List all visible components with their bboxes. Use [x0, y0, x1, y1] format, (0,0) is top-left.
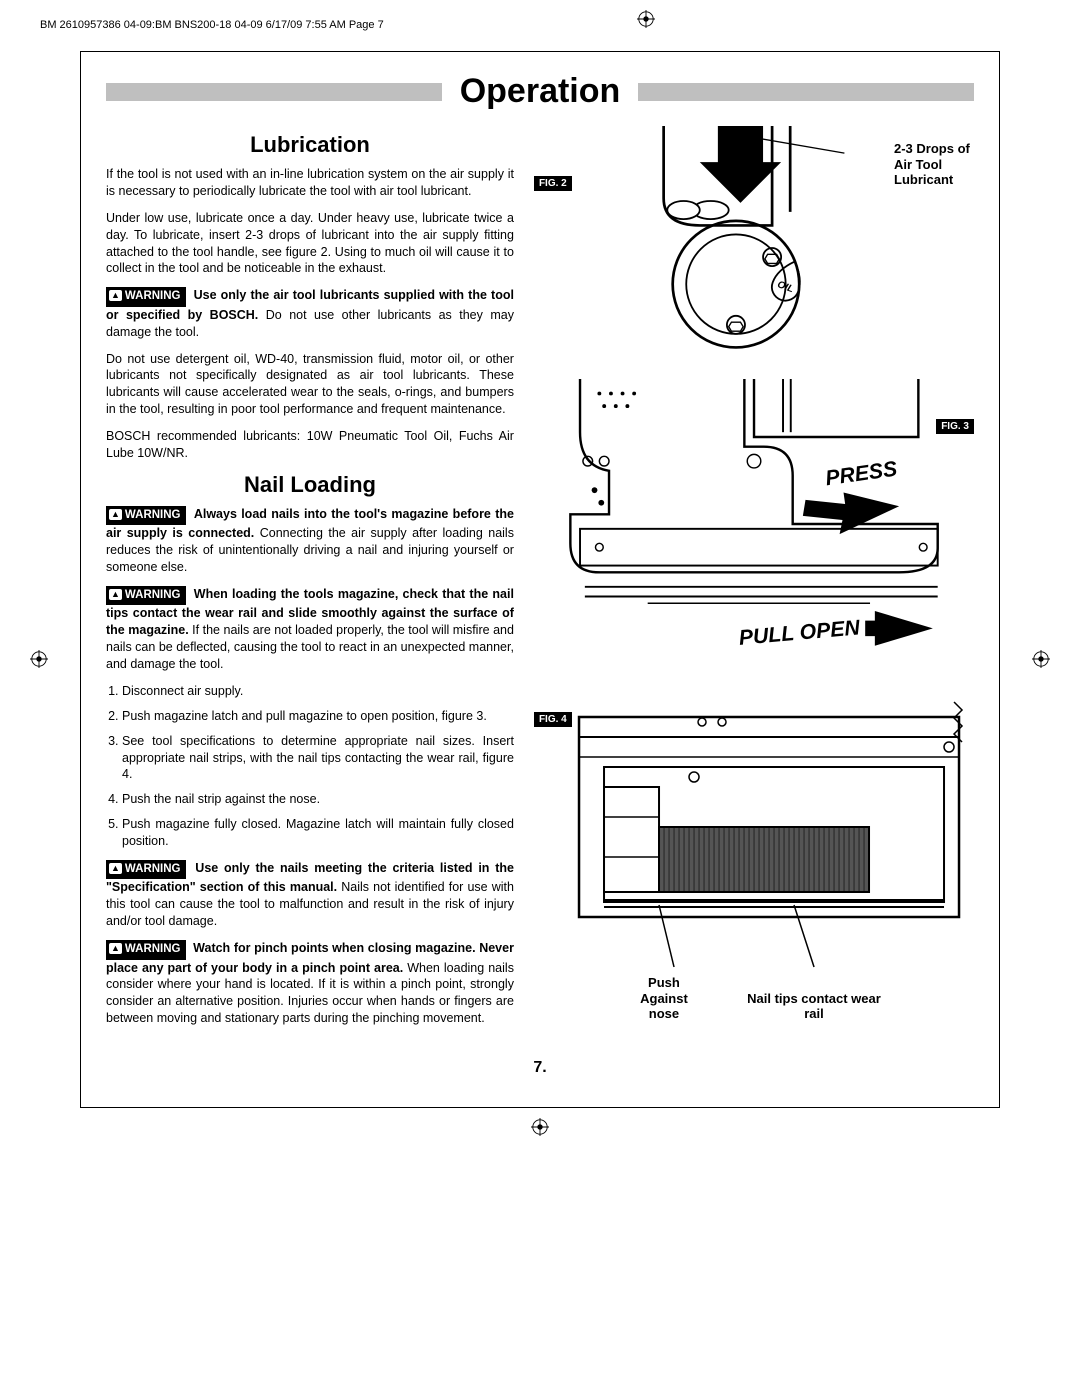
- registration-mark-top-icon: [637, 10, 655, 28]
- bottom-reg-row: [0, 1118, 1080, 1141]
- title-bar: Operation: [106, 72, 974, 111]
- figure-2: FIG. 2 2-3 Drops of Air Tool Lubricant: [534, 126, 974, 361]
- lubrication-p1: If the tool is not used with an in-line …: [106, 166, 514, 200]
- lubrication-p3: Do not use detergent oil, WD-40, transmi…: [106, 351, 514, 419]
- step-2: Push magazine latch and pull magazine to…: [122, 708, 514, 725]
- warning-badge: WARNING: [106, 287, 186, 307]
- registration-mark-bottom-icon: [531, 1118, 549, 1136]
- registration-mark-right-icon: [1032, 650, 1050, 668]
- svg-text:PRESS: PRESS: [824, 456, 899, 490]
- nail-loading-steps: Disconnect air supply. Push magazine lat…: [106, 683, 514, 850]
- fig3-label: FIG. 3: [936, 419, 974, 434]
- lubrication-p2: Under low use, lubricate once a day. Und…: [106, 210, 514, 278]
- step-3: See tool specifications to determine app…: [122, 733, 514, 784]
- nail-loading-warning-1: WARNING Always load nails into the tool'…: [106, 506, 514, 576]
- page-number: 7.: [106, 1059, 974, 1077]
- warning-badge: WARNING: [106, 586, 186, 606]
- fig3-illustration-icon: PRESS PULL OPEN: [534, 379, 974, 669]
- nail-loading-warning-4: WARNING Watch for pinch points when clos…: [106, 940, 514, 1027]
- step-5: Push magazine fully closed. Magazine lat…: [122, 816, 514, 850]
- lubrication-warning-1: WARNING Use only the air tool lubricants…: [106, 287, 514, 340]
- nail-loading-warning-2: WARNING When loading the tools magazine,…: [106, 586, 514, 673]
- registration-mark-left-icon: [30, 650, 48, 668]
- svg-text:OIL: OIL: [776, 279, 795, 295]
- lubrication-p4: BOSCH recommended lubricants: 10W Pneuma…: [106, 428, 514, 462]
- fig2-caption: 2-3 Drops of Air Tool Lubricant: [894, 141, 974, 188]
- warning-badge: WARNING: [106, 506, 186, 526]
- fig2-label: FIG. 2: [534, 176, 572, 191]
- page-title: Operation: [442, 72, 639, 111]
- figure-4: FIG. 4 Push Against nose Nail tips conta…: [534, 687, 974, 1027]
- warning-badge: WARNING: [106, 940, 186, 960]
- print-header-text: BM 2610957386 04-09:BM BNS200-18 04-09 6…: [40, 19, 384, 31]
- right-column: FIG. 2 2-3 Drops of Air Tool Lubricant: [534, 126, 974, 1045]
- fig4-label: FIG. 4: [534, 712, 572, 727]
- step-4: Push the nail strip against the nose.: [122, 791, 514, 808]
- nail-loading-heading: Nail Loading: [106, 472, 514, 498]
- step-1: Disconnect air supply.: [122, 683, 514, 700]
- title-bar-right: [638, 83, 974, 101]
- left-column: Lubrication If the tool is not used with…: [106, 126, 514, 1045]
- figure-3: FIG. 3: [534, 379, 974, 669]
- fig4-illustration-icon: [534, 687, 974, 1027]
- page-frame: Operation Lubrication If the tool is not…: [80, 51, 1000, 1108]
- fig4-push-caption: Push Against nose: [624, 975, 704, 1022]
- fig4-nailtips-caption: Nail tips contact wear rail: [744, 991, 884, 1022]
- title-bar-left: [106, 83, 442, 101]
- nail-loading-warning-3: WARNING Use only the nails meeting the c…: [106, 860, 514, 930]
- print-header: BM 2610957386 04-09:BM BNS200-18 04-09 6…: [0, 0, 1080, 41]
- lubrication-heading: Lubrication: [106, 132, 514, 158]
- warning-badge: WARNING: [106, 860, 186, 880]
- svg-text:PULL OPEN: PULL OPEN: [738, 615, 862, 650]
